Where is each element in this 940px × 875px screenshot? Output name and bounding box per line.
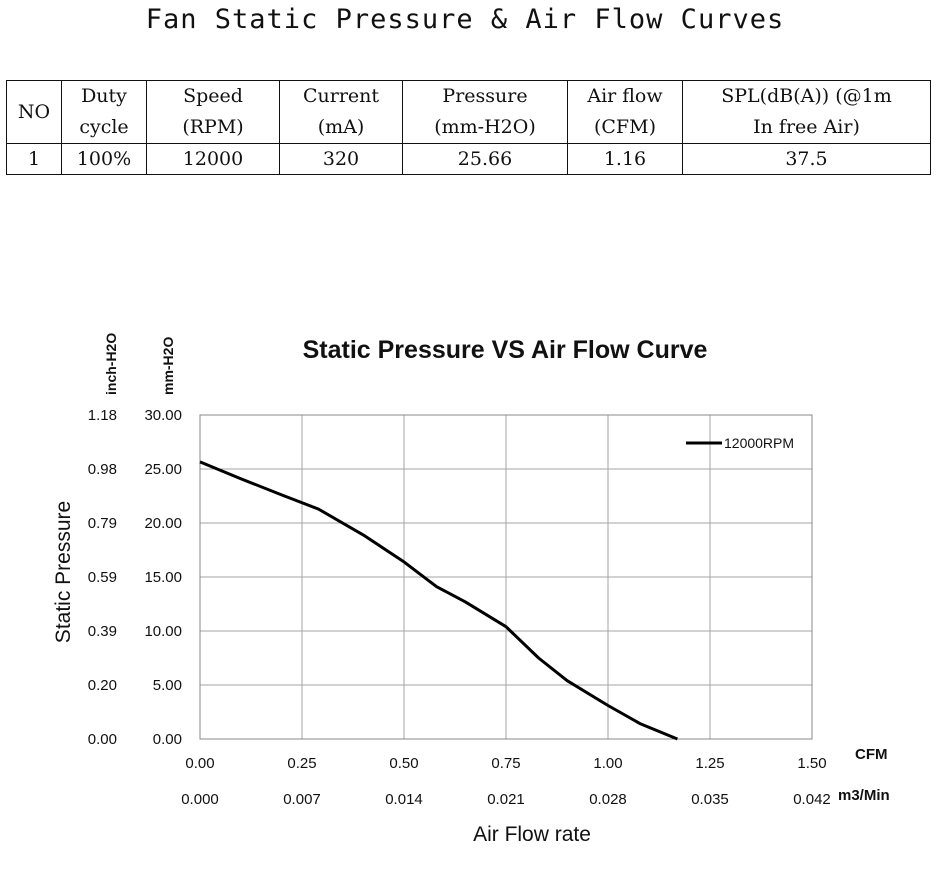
tick-labels: 0.00 0.000 0.25 0.007 0.50 0.014 0.75 0.021 1.00… [88,407,831,808]
series-line-12000rpm [199,460,678,741]
x-tick-label: 0.00 [185,755,214,772]
legend: 12000RPM [686,435,794,451]
header-air-flow: Air flow (CFM) [567,80,683,144]
plot-frame [199,414,813,740]
chart-title: Static Pressure VS Air Flow Curve [303,336,708,364]
spec-table-header-row: NO Duty cycle Speed (RPM) Current (mA) P… [6,80,931,144]
legend-label: 12000RPM [724,435,794,451]
y-tick-label: 30.00 [144,407,182,424]
x-unit-primary-label: CFM [855,746,888,763]
x-tick-label-secondary: 0.021 [487,791,525,808]
x-unit-secondary-label: m3/Min [838,787,890,804]
y-tick-label: 5.00 [153,677,182,694]
cell-air-flow: 1.16 [567,143,683,175]
y-unit-secondary-label: inch-H2O [103,333,119,395]
y-tick-label-secondary: 0.59 [88,569,117,586]
header-speed: Speed (RPM) [146,80,280,144]
y-tick-label-secondary: 0.98 [88,461,117,478]
y-tick-label-secondary: 1.18 [88,407,117,424]
y-tick-label: 25.00 [144,461,182,478]
cell-pressure: 25.66 [402,143,568,175]
header-spl: SPL(dB(A)) (@1m In free Air) [682,80,931,144]
spec-table: NO Duty cycle Speed (RPM) Current (mA) P… [6,80,931,175]
y-tick-label: 15.00 [144,569,182,586]
cell-spl: 37.5 [682,143,931,175]
y-axis-label: Static Pressure [52,501,75,643]
y-tick-label-secondary: 0.20 [88,677,117,694]
x-tick-label: 0.25 [287,755,316,772]
y-tick-label-secondary: 0.00 [88,731,117,748]
y-tick-label: 20.00 [144,515,182,532]
y-tick-label-secondary: 0.79 [88,515,117,532]
pressure-flow-chart: Static Pressure VS Air Flow Curve inch-H… [52,333,890,846]
cell-speed: 12000 [146,143,280,175]
cell-no: 1 [6,143,62,175]
x-tick-label-secondary: 0.014 [385,791,423,808]
header-duty-cycle: Duty cycle [61,80,147,144]
cell-current: 320 [279,143,403,175]
header-no: NO [6,80,62,144]
x-axis-label: Air Flow rate [473,823,591,846]
x-tick-label-secondary: 0.007 [283,791,321,808]
x-tick-label-secondary: 0.028 [589,791,627,808]
x-tick-label: 1.00 [593,755,622,772]
y-tick-label: 10.00 [144,623,182,640]
cell-duty-cycle: 100% [61,143,147,175]
header-pressure: Pressure (mm-H2O) [402,80,568,144]
x-tick-label: 0.50 [389,755,418,772]
x-tick-label: 1.50 [797,755,826,772]
x-tick-label-secondary: 0.000 [181,791,219,808]
x-tick-label: 1.25 [695,755,724,772]
x-tick-label-secondary: 0.042 [793,791,831,808]
header-current: Current (mA) [279,80,403,144]
document-title: Fan Static Pressure & Air Flow Curves [145,4,785,35]
table-row: 1 100% 12000 320 25.66 1.16 37.5 [6,143,931,175]
x-tick-label-secondary: 0.035 [691,791,729,808]
x-tick-label: 0.75 [491,755,520,772]
series-lines [199,460,678,741]
grid-lines [200,415,812,739]
y-tick-label: 0.00 [153,731,182,748]
y-unit-primary-label: mm-H2O [160,337,176,395]
y-tick-label-secondary: 0.39 [88,623,117,640]
